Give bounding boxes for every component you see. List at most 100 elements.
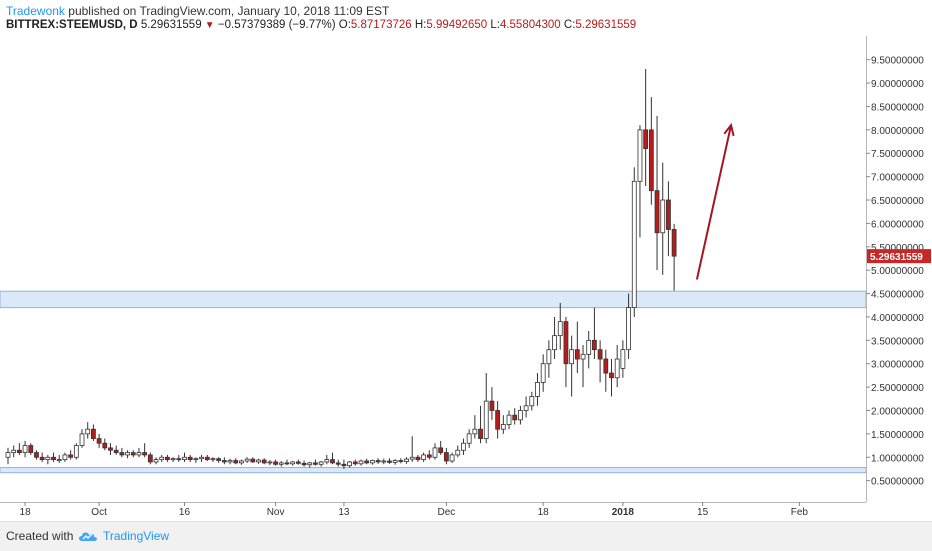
candle-body <box>153 459 159 463</box>
candle-body <box>182 456 187 460</box>
candle <box>461 438 466 455</box>
publish-info: published on TradingView.com, January 10… <box>68 4 390 18</box>
candle <box>330 452 335 465</box>
close-label: C: <box>563 19 576 31</box>
candle <box>221 457 227 465</box>
candle <box>227 458 233 465</box>
tradingview-brand[interactable]: TradingView <box>103 529 170 543</box>
candle <box>16 443 22 455</box>
candle-body <box>535 382 540 397</box>
support-zone-1[interactable] <box>0 467 867 474</box>
candle <box>523 396 529 418</box>
last-price-tag-text: 5.29631559 <box>870 252 923 263</box>
candle-body <box>626 307 631 351</box>
candle-body <box>574 349 580 360</box>
candle-body <box>592 339 597 351</box>
candle <box>159 454 165 462</box>
candle-body <box>22 445 28 453</box>
candle <box>56 454 62 463</box>
x-tick-label: Feb <box>791 507 809 518</box>
candle-body <box>233 460 239 464</box>
candle <box>147 452 153 465</box>
candle-body <box>159 456 165 460</box>
candle-body <box>295 461 301 464</box>
y-tick-label: 0.50000000 <box>871 477 924 488</box>
candle <box>256 458 261 464</box>
candle <box>631 167 637 317</box>
x-tick-label: 15 <box>697 507 709 518</box>
candle <box>130 450 136 458</box>
support-zone-0[interactable] <box>0 290 867 309</box>
candle-body <box>16 449 22 453</box>
candle <box>438 440 444 455</box>
candle-body <box>569 349 575 365</box>
y-tick-label: 1.50000000 <box>871 430 924 441</box>
author-link[interactable]: Tradewonk <box>6 4 65 18</box>
price-change: −0.57379389 (−9.77%) <box>217 19 336 31</box>
candle-body <box>278 462 284 465</box>
candle <box>119 447 125 458</box>
candle-body <box>324 459 330 463</box>
candle-body <box>586 339 592 355</box>
candle <box>187 454 193 462</box>
candle <box>557 302 563 350</box>
candle-body <box>341 463 347 467</box>
candle-body <box>210 458 216 461</box>
candle <box>341 459 347 469</box>
price-axis[interactable]: 9.50000000 9.00000000 8.50000000 8.00000000… <box>866 56 924 488</box>
candle <box>455 445 461 458</box>
candle-body <box>466 433 472 444</box>
candle-body <box>335 462 341 465</box>
candle-body <box>221 460 227 463</box>
candle <box>165 454 170 462</box>
high-label: H: <box>414 19 427 31</box>
candle <box>73 443 79 460</box>
candle-body <box>648 129 654 192</box>
candle-body <box>609 372 614 379</box>
candle <box>592 307 597 360</box>
candle-body <box>313 462 318 465</box>
candle <box>96 433 102 448</box>
candle-body <box>318 461 324 465</box>
candle <box>85 422 91 439</box>
time-axis[interactable]: 18 Oct 16 Nov 13 Dec 18 2018 15 Feb <box>20 502 809 518</box>
candle-body <box>51 456 56 460</box>
candle <box>597 340 603 383</box>
price-chart[interactable]: 9.50000000 9.00000000 8.50000000 8.00000000… <box>0 36 932 521</box>
tradingview-cloud-icon[interactable] <box>77 528 99 544</box>
candle-body <box>5 452 11 458</box>
candle-body <box>506 414 512 425</box>
trend-arrow-line[interactable] <box>695 124 733 280</box>
candle-body <box>449 454 455 462</box>
candle <box>580 345 586 388</box>
candle-body <box>426 454 432 458</box>
y-tick-label: 7.00000000 <box>871 173 924 184</box>
candle <box>392 459 398 465</box>
candle-body <box>102 442 108 449</box>
candle-body <box>495 410 501 430</box>
y-tick-label: 6.00000000 <box>871 219 924 230</box>
candle <box>91 424 96 441</box>
candle-body <box>267 461 273 464</box>
trend-arrow-head <box>723 122 735 137</box>
candle-body <box>398 460 404 462</box>
candle <box>637 125 643 238</box>
candle-body <box>142 452 148 456</box>
candle-body <box>421 454 427 460</box>
candle <box>313 459 318 466</box>
candle-body <box>352 461 358 465</box>
candle <box>51 452 56 462</box>
candle <box>421 452 427 462</box>
candle <box>290 461 296 466</box>
candle <box>45 454 51 465</box>
candle-body <box>108 447 113 451</box>
candle <box>62 452 68 462</box>
candle-body <box>85 428 91 435</box>
candle-body <box>540 363 546 383</box>
candle <box>381 458 387 465</box>
candle-body <box>455 449 461 456</box>
candle-body <box>28 445 34 453</box>
candle <box>648 97 654 205</box>
candle <box>301 460 307 467</box>
candle-body <box>518 410 523 421</box>
